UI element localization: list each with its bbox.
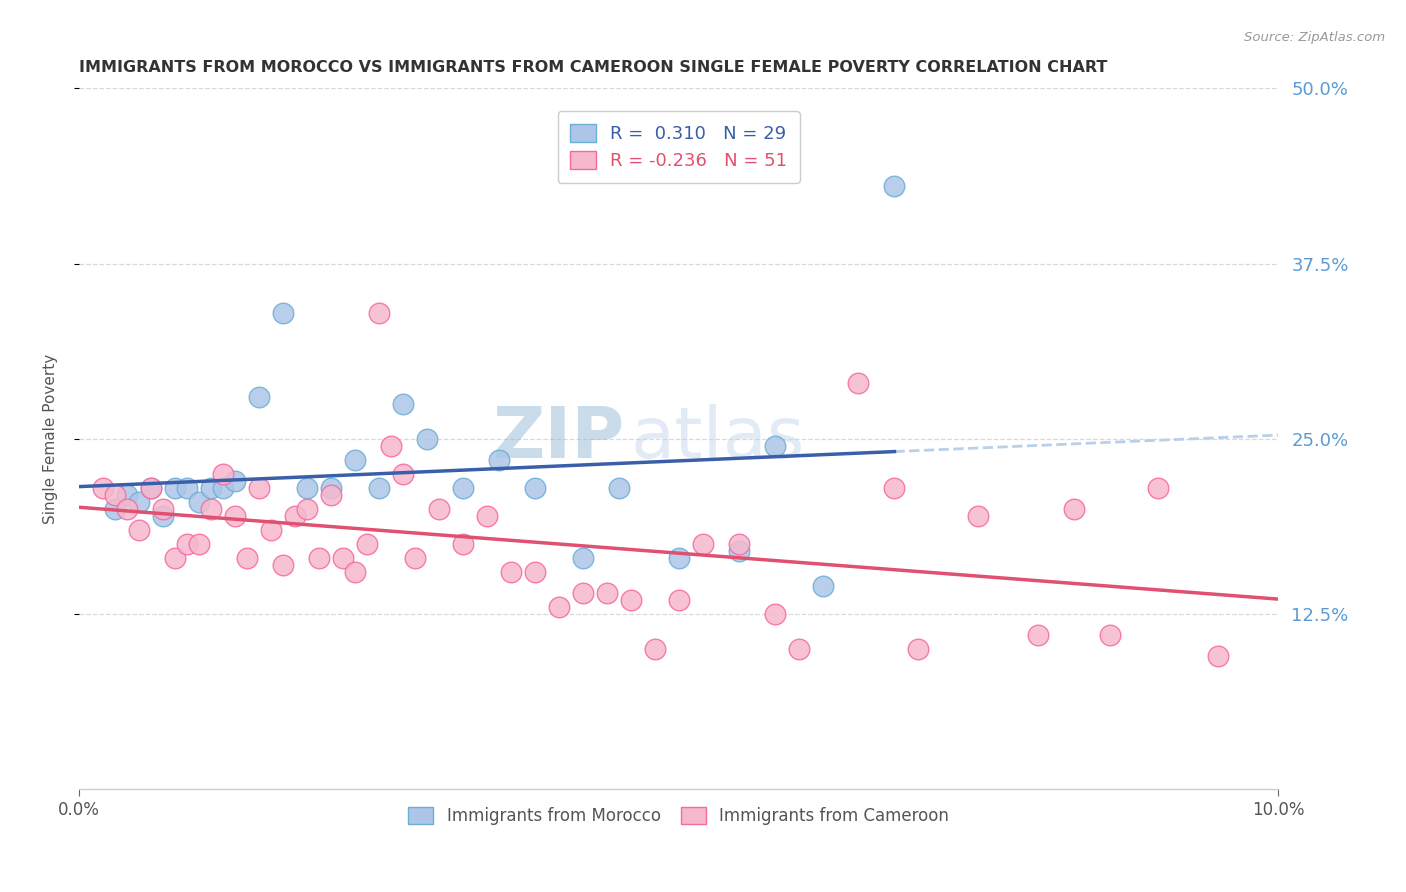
Point	[571, 586, 593, 600]
Point	[343, 452, 366, 467]
Point	[187, 537, 209, 551]
Point	[247, 481, 270, 495]
Point	[451, 481, 474, 495]
Point	[128, 523, 150, 537]
Point	[763, 607, 786, 621]
Text: IMMIGRANTS FROM MOROCCO VS IMMIGRANTS FROM CAMEROON SINGLE FEMALE POVERTY CORREL: IMMIGRANTS FROM MOROCCO VS IMMIGRANTS FR…	[79, 60, 1108, 75]
Point	[152, 501, 174, 516]
Point	[319, 481, 342, 495]
Point	[104, 501, 127, 516]
Point	[883, 481, 905, 495]
Point	[1147, 481, 1170, 495]
Point	[224, 508, 246, 523]
Point	[607, 481, 630, 495]
Point	[139, 481, 162, 495]
Point	[163, 550, 186, 565]
Point	[475, 508, 498, 523]
Point	[668, 550, 690, 565]
Point	[595, 586, 617, 600]
Point	[115, 501, 138, 516]
Point	[91, 481, 114, 495]
Point	[668, 593, 690, 607]
Point	[247, 390, 270, 404]
Y-axis label: Single Female Poverty: Single Female Poverty	[44, 353, 58, 524]
Point	[260, 523, 283, 537]
Point	[391, 397, 413, 411]
Point	[104, 488, 127, 502]
Point	[644, 642, 666, 657]
Point	[284, 508, 307, 523]
Point	[523, 481, 546, 495]
Point	[1028, 628, 1050, 642]
Point	[499, 565, 522, 579]
Point	[488, 452, 510, 467]
Point	[523, 565, 546, 579]
Point	[692, 537, 714, 551]
Point	[356, 537, 378, 551]
Point	[152, 508, 174, 523]
Point	[319, 488, 342, 502]
Point	[128, 495, 150, 509]
Point	[404, 550, 426, 565]
Point	[187, 495, 209, 509]
Point	[236, 550, 259, 565]
Point	[907, 642, 929, 657]
Point	[811, 579, 834, 593]
Point	[727, 544, 749, 558]
Point	[1063, 501, 1085, 516]
Point	[200, 501, 222, 516]
Point	[176, 481, 198, 495]
Point	[224, 474, 246, 488]
Point	[883, 179, 905, 194]
Point	[295, 501, 318, 516]
Point	[295, 481, 318, 495]
Point	[212, 481, 235, 495]
Point	[271, 558, 294, 572]
Point	[367, 481, 389, 495]
Point	[200, 481, 222, 495]
Point	[332, 550, 354, 565]
Point	[427, 501, 450, 516]
Legend: Immigrants from Morocco, Immigrants from Cameroon: Immigrants from Morocco, Immigrants from…	[399, 798, 957, 833]
Point	[967, 508, 990, 523]
Point	[727, 537, 749, 551]
Point	[367, 305, 389, 319]
Text: atlas: atlas	[631, 404, 806, 474]
Point	[451, 537, 474, 551]
Text: Source: ZipAtlas.com: Source: ZipAtlas.com	[1244, 31, 1385, 45]
Point	[343, 565, 366, 579]
Point	[547, 599, 569, 614]
Point	[848, 376, 870, 390]
Point	[1206, 648, 1229, 663]
Point	[391, 467, 413, 481]
Text: ZIP: ZIP	[492, 404, 624, 474]
Point	[571, 550, 593, 565]
Point	[787, 642, 810, 657]
Point	[1099, 628, 1122, 642]
Point	[416, 432, 439, 446]
Point	[763, 439, 786, 453]
Point	[380, 439, 402, 453]
Point	[139, 481, 162, 495]
Point	[115, 488, 138, 502]
Point	[212, 467, 235, 481]
Point	[308, 550, 330, 565]
Point	[620, 593, 643, 607]
Point	[163, 481, 186, 495]
Point	[176, 537, 198, 551]
Point	[271, 305, 294, 319]
